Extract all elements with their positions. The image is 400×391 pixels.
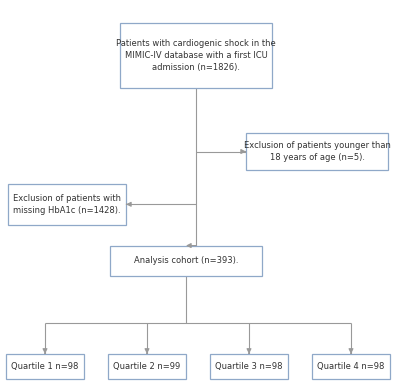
Text: Exclusion of patients younger than
18 years of age (n=5).: Exclusion of patients younger than 18 ye…	[244, 141, 390, 162]
FancyBboxPatch shape	[108, 354, 186, 379]
FancyBboxPatch shape	[120, 23, 272, 88]
Text: Quartile 3 n=98: Quartile 3 n=98	[215, 362, 283, 371]
Text: Quartile 2 n=99: Quartile 2 n=99	[113, 362, 181, 371]
Text: Patients with cardiogenic shock in the
MIMIC-IV database with a first ICU
admiss: Patients with cardiogenic shock in the M…	[116, 39, 276, 72]
Text: Exclusion of patients with
missing HbA1c (n=1428).: Exclusion of patients with missing HbA1c…	[13, 194, 121, 215]
Text: Quartile 4 n=98: Quartile 4 n=98	[317, 362, 385, 371]
FancyBboxPatch shape	[6, 354, 84, 379]
FancyBboxPatch shape	[246, 133, 388, 170]
FancyBboxPatch shape	[110, 246, 262, 276]
FancyBboxPatch shape	[8, 184, 126, 225]
FancyBboxPatch shape	[312, 354, 390, 379]
Text: Quartile 1 n=98: Quartile 1 n=98	[11, 362, 79, 371]
FancyBboxPatch shape	[210, 354, 288, 379]
Text: Analysis cohort (n=393).: Analysis cohort (n=393).	[134, 256, 238, 265]
